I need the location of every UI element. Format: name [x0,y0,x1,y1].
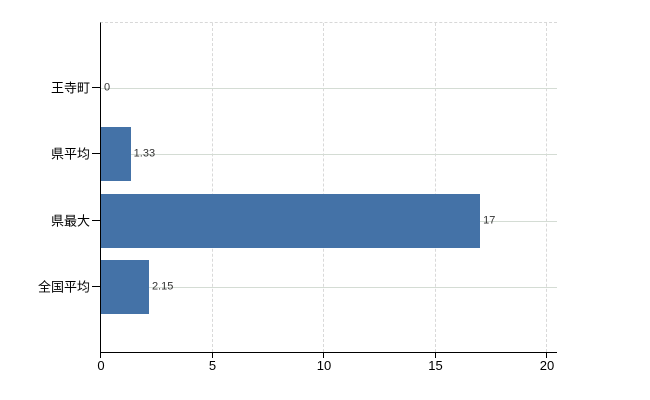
vertical-gridline [323,23,324,352]
category-label: 県最大 [50,213,90,229]
bar-県最大 [101,193,481,248]
vertical-gridline [546,23,547,352]
horizontal-gridline [101,286,557,288]
category-tick-mark [92,153,100,155]
vertical-gridline [211,23,213,352]
x-axis-tick-label: 20 [539,358,555,373]
x-axis-tick-mark [434,352,436,358]
value-label: 1.33 [133,147,156,160]
value-label: 17 [483,214,496,227]
horizontal-gridline [101,88,557,90]
bar-全国平均 [101,259,149,314]
category-tick-mark [92,87,100,89]
x-axis-tick-mark [100,352,101,358]
horizontal-gridline [101,154,557,156]
value-label: 2.15 [151,280,174,293]
x-axis-tick-label: 10 [316,358,332,373]
x-axis-tick-mark [323,352,324,358]
vertical-gridline [434,23,436,352]
x-axis-tick-label: 15 [428,358,443,373]
category-tick-mark [92,285,100,287]
x-axis-tick-mark [211,352,213,358]
plot-area: 0 1.33 17 2.15 [100,22,557,353]
category-tick-mark [92,219,100,221]
bar-県平均 [101,127,131,182]
value-label: 0 [104,81,111,94]
category-label: 県平均 [50,146,90,162]
category-label: 王寺町 [50,80,90,96]
x-axis-tick-mark [546,352,547,358]
category-label: 全国平均 [37,279,90,295]
x-axis-tick-label: 0 [97,358,105,373]
x-axis-tick-label: 5 [208,358,217,373]
